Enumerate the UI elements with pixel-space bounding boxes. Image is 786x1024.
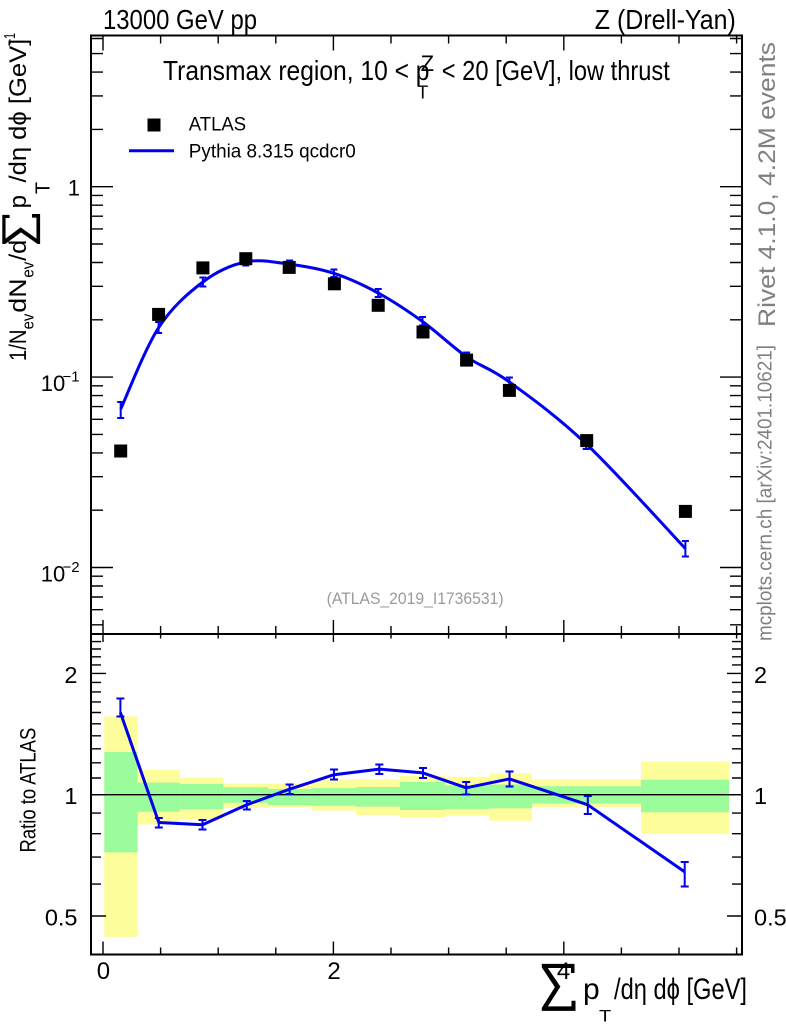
svg-text:13000 GeV pp: 13000 GeV pp bbox=[103, 4, 257, 35]
svg-text:−2: −2 bbox=[62, 559, 79, 576]
svg-text:Transmax region, 10 < p: Transmax region, 10 < p bbox=[163, 55, 430, 86]
svg-text:p: p bbox=[5, 195, 32, 208]
svg-text:2: 2 bbox=[754, 662, 767, 688]
svg-text:mcplots.cern.ch [arXiv:2401.10: mcplots.cern.ch [arXiv:2401.10621] bbox=[755, 345, 777, 641]
svg-text:10: 10 bbox=[41, 562, 65, 587]
svg-text:ev: ev bbox=[19, 313, 38, 329]
svg-text:< 20 [GeV], low thrust: < 20 [GeV], low thrust bbox=[442, 55, 670, 86]
svg-text:2: 2 bbox=[64, 662, 77, 688]
svg-text:1: 1 bbox=[68, 176, 80, 201]
svg-text:1: 1 bbox=[754, 783, 767, 809]
svg-text:dN: dN bbox=[5, 278, 32, 312]
svg-text:T: T bbox=[33, 182, 55, 194]
svg-text:0.5: 0.5 bbox=[754, 904, 786, 930]
svg-text:(ATLAS_2019_I1736531): (ATLAS_2019_I1736531) bbox=[327, 589, 504, 608]
svg-text:1: 1 bbox=[64, 783, 77, 809]
svg-text:/dη dϕ [GeV]: /dη dϕ [GeV] bbox=[5, 39, 32, 183]
svg-text:T: T bbox=[599, 1007, 611, 1024]
svg-text:/dη dϕ [GeV]: /dη dϕ [GeV] bbox=[614, 973, 747, 1006]
svg-text:p: p bbox=[583, 973, 600, 1006]
svg-text:1/N: 1/N bbox=[5, 330, 32, 362]
svg-text:−1: −1 bbox=[2, 33, 19, 45]
svg-text:−1: −1 bbox=[62, 369, 79, 386]
svg-text:4: 4 bbox=[557, 958, 570, 985]
svg-text:Z: Z bbox=[421, 51, 434, 76]
svg-text:Z (Drell-Yan): Z (Drell-Yan) bbox=[595, 4, 736, 35]
svg-text:Ratio to ATLAS: Ratio to ATLAS bbox=[16, 728, 41, 853]
svg-text:2: 2 bbox=[327, 958, 340, 985]
svg-text:0: 0 bbox=[97, 958, 110, 985]
svg-text:0.5: 0.5 bbox=[45, 904, 78, 930]
svg-text:/d: /d bbox=[5, 240, 32, 261]
svg-text:10: 10 bbox=[41, 371, 65, 396]
svg-text:ATLAS: ATLAS bbox=[189, 115, 246, 136]
svg-text:ev: ev bbox=[19, 261, 38, 277]
svg-text:Pythia 8.315 qcdcr0: Pythia 8.315 qcdcr0 bbox=[189, 142, 356, 163]
svg-text:Rivet 4.1.0, 4.2M events: Rivet 4.1.0, 4.2M events bbox=[754, 42, 781, 327]
svg-text:T: T bbox=[417, 83, 428, 103]
